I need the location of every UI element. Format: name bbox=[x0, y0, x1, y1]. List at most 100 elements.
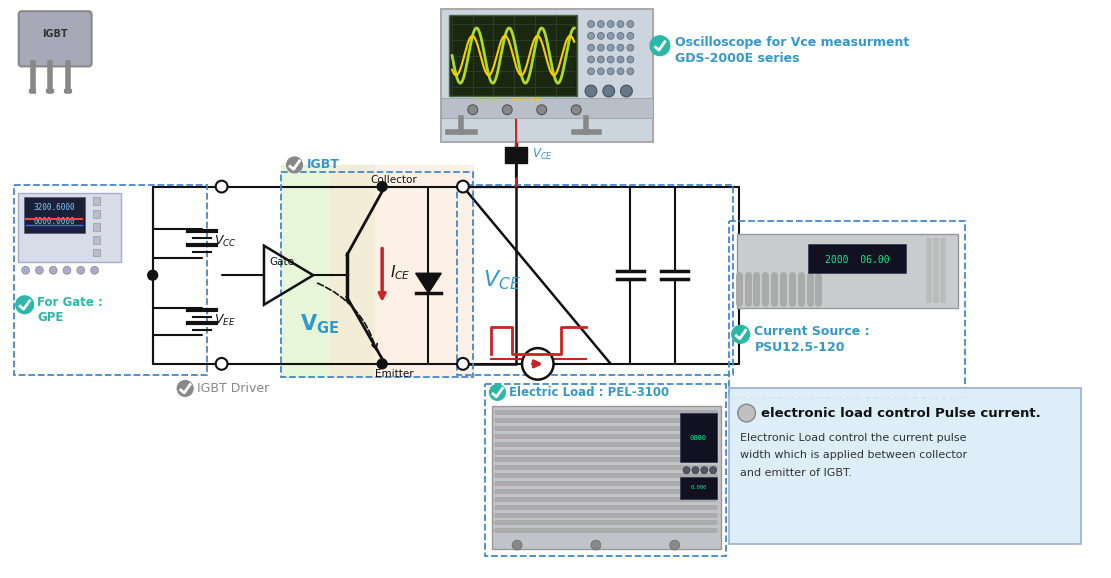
FancyBboxPatch shape bbox=[506, 147, 527, 163]
Circle shape bbox=[91, 266, 99, 274]
Bar bbox=[457, 184, 733, 375]
Circle shape bbox=[591, 540, 601, 550]
Text: $V_{EE}$: $V_{EE}$ bbox=[213, 313, 236, 328]
FancyBboxPatch shape bbox=[680, 413, 717, 462]
Polygon shape bbox=[416, 273, 441, 293]
Text: 0000: 0000 bbox=[690, 435, 707, 441]
Circle shape bbox=[588, 32, 594, 39]
FancyBboxPatch shape bbox=[92, 236, 100, 244]
Circle shape bbox=[732, 325, 750, 343]
Circle shape bbox=[588, 68, 594, 75]
Circle shape bbox=[608, 45, 614, 51]
Circle shape bbox=[650, 36, 670, 55]
Text: 2000  06.00: 2000 06.00 bbox=[824, 255, 889, 265]
Circle shape bbox=[585, 85, 597, 97]
Circle shape bbox=[627, 45, 633, 51]
Circle shape bbox=[537, 105, 547, 114]
Circle shape bbox=[617, 68, 624, 75]
Circle shape bbox=[608, 56, 614, 63]
Text: IGBT: IGBT bbox=[308, 158, 340, 172]
Circle shape bbox=[63, 266, 71, 274]
Circle shape bbox=[490, 384, 506, 401]
Text: $I_{CE}$: $I_{CE}$ bbox=[390, 263, 411, 281]
Circle shape bbox=[378, 181, 387, 191]
Circle shape bbox=[692, 467, 699, 474]
Circle shape bbox=[598, 32, 604, 39]
Circle shape bbox=[216, 358, 228, 370]
Circle shape bbox=[617, 32, 624, 39]
FancyBboxPatch shape bbox=[680, 477, 717, 499]
Circle shape bbox=[457, 358, 469, 370]
Text: 0000.0000: 0000.0000 bbox=[33, 217, 74, 225]
Circle shape bbox=[588, 56, 594, 63]
FancyBboxPatch shape bbox=[441, 9, 653, 142]
Circle shape bbox=[77, 266, 84, 274]
Circle shape bbox=[627, 68, 633, 75]
Circle shape bbox=[571, 105, 581, 114]
Circle shape bbox=[378, 359, 387, 369]
Text: $V_{CE}$: $V_{CE}$ bbox=[532, 146, 553, 162]
Text: Gate: Gate bbox=[269, 257, 294, 268]
Circle shape bbox=[598, 56, 604, 63]
Circle shape bbox=[617, 45, 624, 51]
Circle shape bbox=[148, 271, 158, 280]
FancyBboxPatch shape bbox=[92, 198, 100, 205]
Text: PSU12.5-120: PSU12.5-120 bbox=[754, 340, 845, 354]
Circle shape bbox=[608, 32, 614, 39]
FancyBboxPatch shape bbox=[19, 11, 91, 66]
Text: GDS-2000E series: GDS-2000E series bbox=[674, 52, 799, 65]
Circle shape bbox=[683, 467, 690, 474]
Circle shape bbox=[287, 157, 302, 173]
FancyBboxPatch shape bbox=[729, 388, 1081, 544]
Circle shape bbox=[49, 266, 57, 274]
Text: Collector: Collector bbox=[371, 175, 418, 184]
FancyBboxPatch shape bbox=[92, 223, 100, 231]
FancyBboxPatch shape bbox=[808, 244, 907, 273]
FancyBboxPatch shape bbox=[737, 234, 959, 307]
Circle shape bbox=[670, 540, 680, 550]
Circle shape bbox=[608, 21, 614, 28]
Circle shape bbox=[603, 85, 614, 97]
Bar bbox=[484, 384, 725, 556]
Circle shape bbox=[502, 105, 512, 114]
Bar bbox=[281, 172, 473, 377]
FancyBboxPatch shape bbox=[92, 249, 100, 257]
Circle shape bbox=[522, 348, 553, 380]
Text: Electric Load : PEL-3100: Electric Load : PEL-3100 bbox=[509, 386, 669, 399]
FancyBboxPatch shape bbox=[330, 165, 473, 377]
Bar bbox=[13, 184, 207, 375]
Circle shape bbox=[457, 181, 469, 192]
Circle shape bbox=[617, 56, 624, 63]
Circle shape bbox=[468, 105, 478, 114]
Text: IGBT Driver: IGBT Driver bbox=[197, 382, 269, 395]
Circle shape bbox=[627, 56, 633, 63]
Text: $\mathbf{V_{GE}}$: $\mathbf{V_{GE}}$ bbox=[300, 313, 340, 336]
FancyBboxPatch shape bbox=[23, 198, 84, 233]
Circle shape bbox=[16, 296, 33, 314]
Text: 0.000: 0.000 bbox=[690, 486, 707, 491]
Circle shape bbox=[598, 68, 604, 75]
Text: CH2 2.00V: CH2 2.00V bbox=[512, 97, 541, 102]
FancyBboxPatch shape bbox=[449, 15, 578, 96]
Text: CH1 2.00V: CH1 2.00V bbox=[473, 97, 502, 102]
Circle shape bbox=[608, 68, 614, 75]
Text: Electronic Load control the current pulse: Electronic Load control the current puls… bbox=[740, 433, 967, 443]
Text: $V_{CC}$: $V_{CC}$ bbox=[213, 234, 237, 249]
FancyBboxPatch shape bbox=[281, 165, 374, 377]
Circle shape bbox=[36, 266, 43, 274]
Circle shape bbox=[598, 45, 604, 51]
Circle shape bbox=[216, 181, 228, 192]
Circle shape bbox=[738, 404, 755, 422]
Text: Oscilloscope for Vce measurment: Oscilloscope for Vce measurment bbox=[674, 36, 909, 49]
Circle shape bbox=[588, 21, 594, 28]
Circle shape bbox=[627, 21, 633, 28]
Circle shape bbox=[178, 380, 193, 397]
Circle shape bbox=[710, 467, 717, 474]
Circle shape bbox=[617, 21, 624, 28]
Circle shape bbox=[588, 45, 594, 51]
FancyBboxPatch shape bbox=[92, 210, 100, 218]
Circle shape bbox=[627, 32, 633, 39]
Text: 3200.6000: 3200.6000 bbox=[33, 203, 74, 212]
Text: IGBT: IGBT bbox=[42, 29, 68, 39]
Circle shape bbox=[598, 21, 604, 28]
